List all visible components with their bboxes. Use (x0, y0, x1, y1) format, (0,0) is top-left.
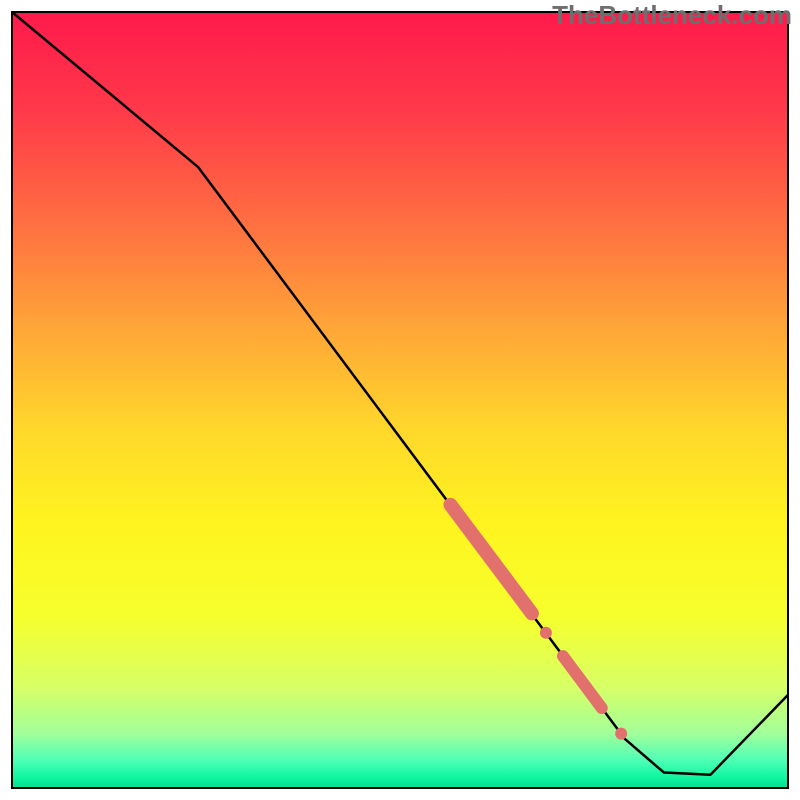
bottleneck-chart: TheBottleneck.com (0, 0, 800, 800)
highlight-dot-1 (615, 728, 627, 740)
gradient-background (12, 12, 788, 788)
chart-svg (0, 0, 800, 800)
highlight-dot-0 (540, 627, 552, 639)
